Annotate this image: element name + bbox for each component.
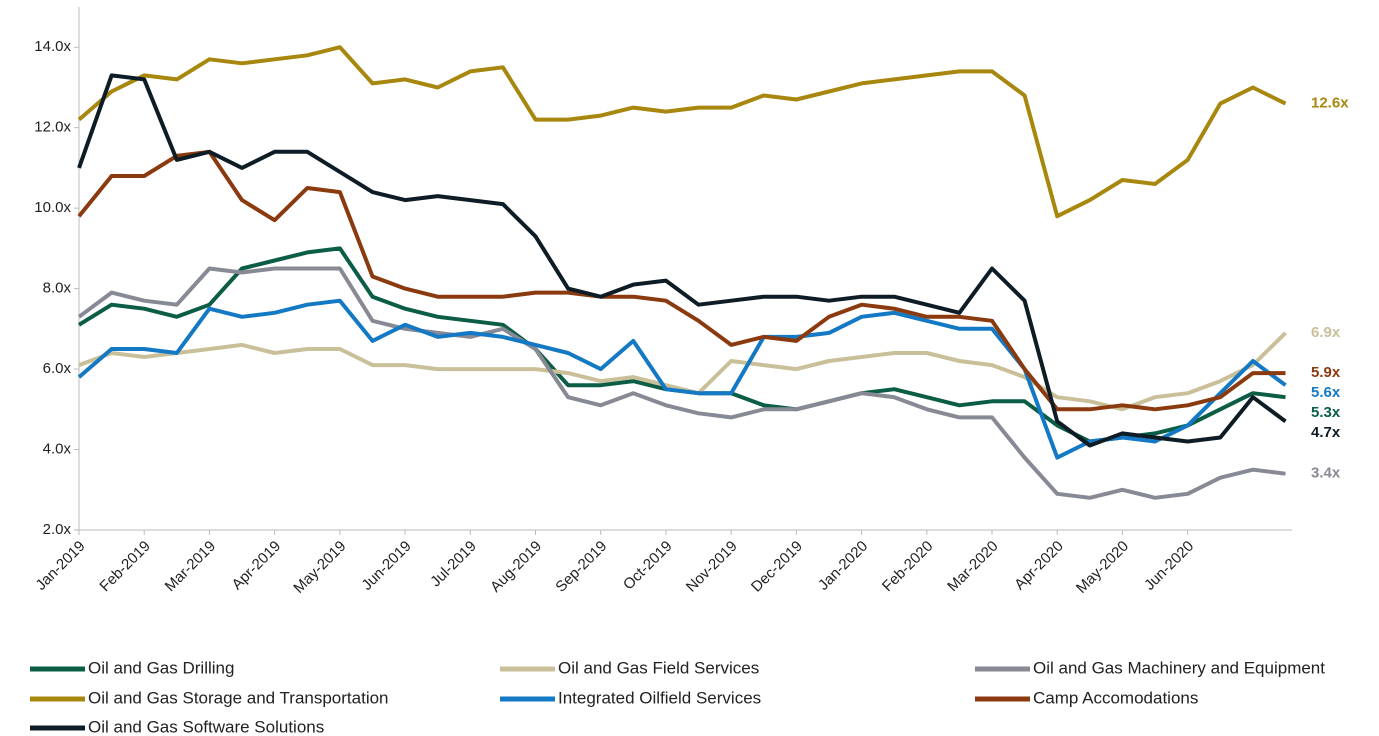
x-tick-label: May-2019 bbox=[290, 538, 349, 597]
legend-label: Oil and Gas Storage and Transportation bbox=[88, 688, 389, 707]
x-tick-label: Jun-2020 bbox=[1141, 538, 1197, 594]
end-label: 5.3x bbox=[1311, 404, 1341, 421]
x-tick-label: May-2020 bbox=[1073, 538, 1132, 597]
y-tick-label: 14.0x bbox=[34, 38, 71, 55]
y-tick-label: 8.0x bbox=[43, 280, 72, 297]
end-label: 12.6x bbox=[1311, 95, 1349, 112]
legend-label: Oil and Gas Field Services bbox=[558, 658, 759, 677]
x-tick-label: Mar-2020 bbox=[944, 538, 1001, 595]
series-line bbox=[77, 266, 1286, 500]
end-label: 6.9x bbox=[1311, 324, 1341, 341]
legend-label: Oil and Gas Drilling bbox=[88, 658, 234, 677]
end-label: 4.7x bbox=[1311, 424, 1341, 441]
series-line bbox=[77, 73, 1287, 448]
y-tick-label: 6.0x bbox=[43, 360, 72, 377]
x-tick-label: Nov-2019 bbox=[683, 538, 741, 596]
series-line bbox=[77, 149, 1286, 412]
x-tick-label: Aug-2019 bbox=[487, 538, 545, 596]
legend-label: Camp Accomodations bbox=[1033, 688, 1198, 707]
end-label: 5.9x bbox=[1311, 364, 1341, 381]
x-tick-label: Apr-2019 bbox=[229, 538, 285, 594]
x-tick-label: Jan-2019 bbox=[32, 538, 88, 594]
x-tick-label: Feb-2020 bbox=[879, 538, 936, 595]
legend-label: Integrated Oilfield Services bbox=[558, 688, 761, 707]
x-tick-label: Mar-2019 bbox=[162, 538, 219, 595]
legend-label: Oil and Gas Software Solutions bbox=[88, 717, 324, 736]
end-label: 3.4x bbox=[1311, 465, 1341, 482]
series-line bbox=[78, 331, 1287, 412]
x-tick-label: Oct-2019 bbox=[620, 538, 676, 594]
x-tick-label: Sep-2019 bbox=[552, 538, 610, 596]
end-label: 5.6x bbox=[1311, 384, 1341, 401]
x-tick-label: Dec-2019 bbox=[748, 538, 806, 596]
y-tick-label: 10.0x bbox=[34, 199, 71, 216]
y-tick-label: 4.0x bbox=[43, 441, 72, 458]
series-line bbox=[77, 45, 1287, 219]
x-tick-label: Jul-2019 bbox=[427, 538, 480, 591]
series-line bbox=[77, 246, 1286, 444]
x-tick-label: Jan-2020 bbox=[815, 538, 871, 594]
x-tick-label: Apr-2020 bbox=[1011, 538, 1067, 594]
x-tick-label: Jun-2019 bbox=[358, 538, 414, 594]
y-tick-label: 12.0x bbox=[34, 119, 71, 136]
legend-label: Oil and Gas Machinery and Equipment bbox=[1033, 658, 1325, 677]
x-tick-label: Feb-2019 bbox=[96, 538, 153, 595]
y-tick-label: 2.0x bbox=[43, 521, 72, 538]
series-line bbox=[77, 298, 1287, 460]
